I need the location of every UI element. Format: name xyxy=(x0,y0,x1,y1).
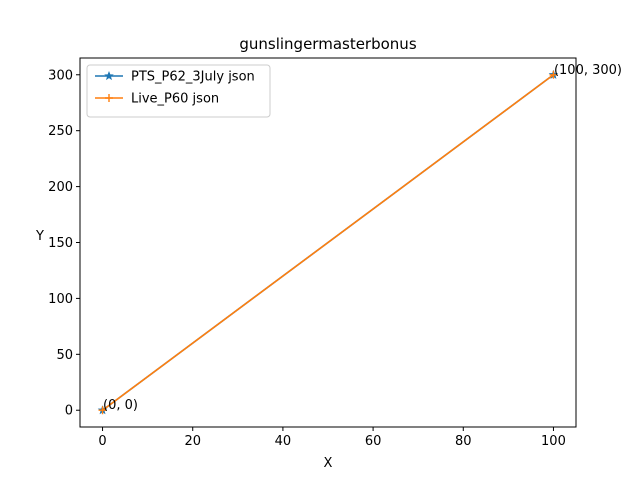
annotation-layer: (0, 0) (100, 300) xyxy=(103,63,622,413)
y-tick-label: 150 xyxy=(48,236,73,251)
series-line xyxy=(102,74,554,411)
y-axis-label: Y xyxy=(35,229,44,244)
y-tick-label: 100 xyxy=(48,292,73,307)
x-tick-label: 20 xyxy=(184,434,201,449)
legend-entry: Live_P60 json xyxy=(95,92,219,107)
point-annotation: (100, 300) xyxy=(554,63,622,78)
y-tick-label: 200 xyxy=(48,180,73,195)
series-layer xyxy=(97,69,559,415)
data-point-marker xyxy=(98,406,107,415)
x-tick-label: 60 xyxy=(365,434,382,449)
x-axis-label: X xyxy=(324,456,333,471)
chart-title: gunslingermasterbonus xyxy=(239,35,416,53)
legend-marker xyxy=(104,70,114,81)
legend-label: PTS_P62_3July json xyxy=(131,70,255,85)
series-2 xyxy=(98,70,558,415)
data-point-marker xyxy=(549,70,558,79)
legend: PTS_P62_3July json Live_P60 json xyxy=(86,64,271,118)
x-axis-ticks: 0 20 40 60 80 100 xyxy=(98,427,566,449)
x-tick-label: 40 xyxy=(275,434,292,449)
y-tick-label: 300 xyxy=(48,68,73,83)
y-axis-ticks: 0 50 100 150 200 250 300 xyxy=(48,68,80,419)
x-tick-label: 0 xyxy=(98,434,106,449)
point-annotation: (0, 0) xyxy=(103,398,138,413)
legend-entry: PTS_P62_3July json xyxy=(95,70,255,85)
legend-label: Live_P60 json xyxy=(131,92,219,107)
legend-box xyxy=(86,64,271,118)
legend-marker xyxy=(105,94,113,102)
y-tick-label: 50 xyxy=(56,348,73,363)
y-tick-label: 0 xyxy=(65,404,73,419)
x-tick-label: 80 xyxy=(455,434,472,449)
y-tick-label: 250 xyxy=(48,124,73,139)
x-tick-label: 100 xyxy=(541,434,566,449)
